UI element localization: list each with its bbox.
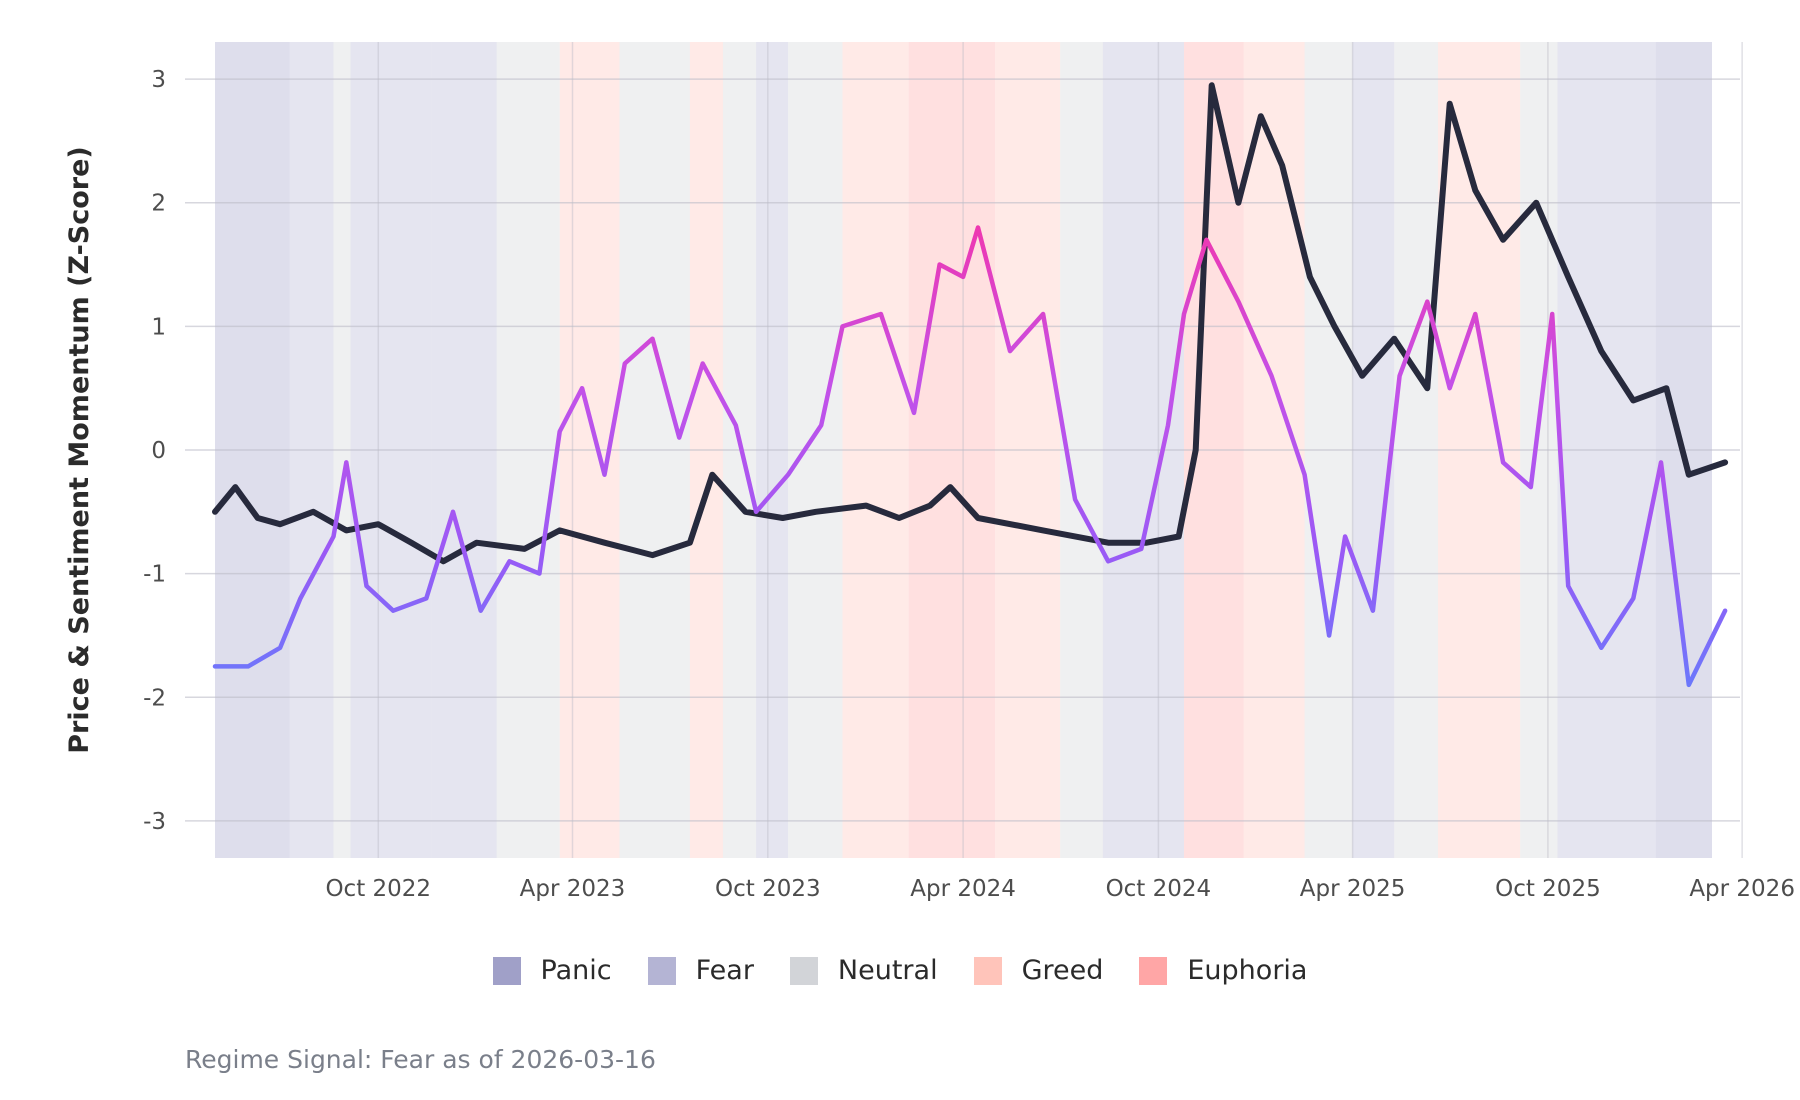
legend-label: Panic [540, 955, 612, 986]
legend-label: Euphoria [1187, 955, 1308, 986]
legend-label: Neutral [837, 955, 938, 986]
x-tick-label: Oct 2024 [1106, 876, 1212, 902]
y-tick-label: 2 [151, 191, 166, 217]
sentiment-momentum-line [212, 225, 1728, 688]
legend-swatch [492, 956, 521, 985]
legend-label: Greed [1021, 955, 1104, 986]
legend-item-panic: Panic [492, 955, 612, 986]
x-tick-label: Oct 2025 [1495, 876, 1601, 902]
y-tick-label: 1 [151, 314, 166, 340]
y-tick-label: -2 [143, 685, 166, 711]
legend: Panic Fear Neutral Greed Euphoria [0, 955, 1800, 986]
y-axis-title: Price & Sentiment Momentum (Z-Score) [64, 146, 95, 754]
legend-item-fear: Fear [647, 955, 754, 986]
regime-caption: Regime Signal: Fear as of 2026-03-16 [185, 1045, 656, 1074]
legend-label: Fear [695, 955, 754, 986]
x-tick-label: Oct 2022 [325, 876, 431, 902]
x-tick-label: Apr 2026 [1689, 876, 1795, 902]
x-axis-ticks: Oct 2022 Apr 2023 Oct 2023 Apr 2024 Oct 2024… [325, 876, 1794, 902]
x-tick-label: Apr 2024 [910, 876, 1016, 902]
legend-swatch [647, 956, 676, 985]
gridlines [185, 42, 1743, 858]
y-tick-label: 3 [151, 67, 166, 93]
series-lines [212, 82, 1729, 688]
legend-item-neutral: Neutral [789, 955, 938, 986]
y-axis-ticks: 3 2 1 0 -1 -2 -3 [143, 67, 166, 835]
y-tick-label: 0 [151, 438, 166, 464]
y-tick-label: -1 [143, 562, 166, 588]
legend-swatch [973, 956, 1002, 985]
legend-item-greed: Greed [973, 955, 1104, 986]
legend-item-euphoria: Euphoria [1139, 955, 1307, 986]
x-tick-label: Oct 2023 [715, 876, 821, 902]
x-tick-label: Apr 2023 [520, 876, 626, 902]
y-tick-label: -3 [143, 809, 166, 835]
legend-swatch [1139, 956, 1168, 985]
legend-swatch [789, 956, 818, 985]
x-tick-label: Apr 2025 [1300, 876, 1406, 902]
